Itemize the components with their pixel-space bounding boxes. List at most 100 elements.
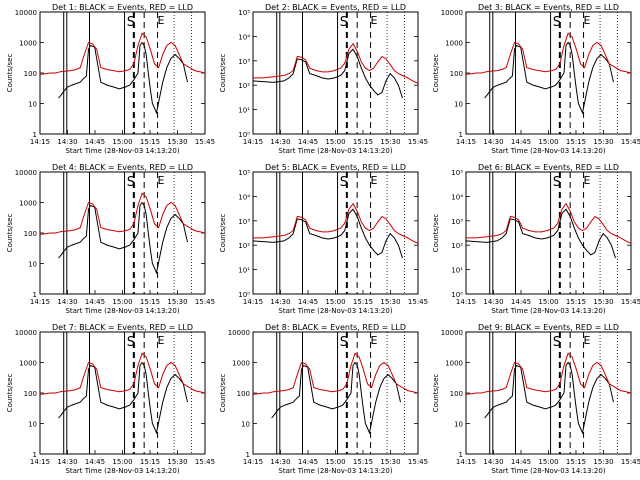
x-tick-label: 15:15 — [140, 298, 160, 306]
y-tick-label: 10⁰ — [451, 291, 463, 299]
y-tick-label: 10³ — [238, 58, 250, 66]
y-tick-label: 1000 — [445, 360, 463, 368]
x-tick-label: 14:45 — [511, 458, 531, 466]
x-tick-label: 14:15 — [30, 458, 50, 466]
panel-title: Det 3: BLACK = Events, RED = LLD — [478, 3, 619, 12]
x-tick-label: 14:15 — [243, 298, 263, 306]
x-tick-label: 14:30 — [483, 138, 503, 146]
y-tick-label: 10000 — [15, 329, 37, 337]
y-tick-label: 100 — [24, 230, 37, 238]
y-tick-label: 1 — [33, 291, 37, 299]
panel-det-7: Det 7: BLACK = Events, RED = LLD 1 10 100 10… — [6, 323, 215, 475]
events-series-line — [484, 41, 614, 115]
plot-frame — [39, 171, 206, 295]
x-tick-label: 15:15 — [566, 458, 586, 466]
panel-det-5: Det 5: BLACK = Events, RED = LLD 10⁰ 10¹ 10… — [219, 163, 428, 315]
marker-s: S — [553, 175, 561, 190]
x-tick-label: 15:45 — [195, 298, 215, 306]
marker-s: S — [553, 15, 561, 30]
x-tick-label: 14:15 — [30, 138, 50, 146]
y-axis-label: Counts/sec — [219, 374, 227, 413]
y-tick-label: 1000 — [232, 360, 250, 368]
y-tick-label: 100 — [450, 70, 463, 78]
x-tick-label: 15:45 — [408, 298, 428, 306]
y-tick-label: 10 — [28, 101, 37, 109]
x-tick-label: 14:15 — [243, 138, 263, 146]
marker-e: E — [158, 14, 165, 27]
x-tick-label: 15:15 — [140, 138, 160, 146]
x-tick-label: 14:45 — [298, 138, 318, 146]
panel-title: Det 9: BLACK = Events, RED = LLD — [478, 323, 619, 332]
y-tick-label: 100 — [24, 390, 37, 398]
marker-e: E — [371, 174, 378, 187]
y-tick-label: 1000 — [445, 40, 463, 48]
lld-series-line — [253, 202, 419, 244]
y-tick-label: 10² — [451, 242, 463, 250]
x-tick-label: 14:30 — [483, 458, 503, 466]
y-tick-label: 1 — [246, 451, 250, 459]
x-axis-label: Start Time (28-Nov-03 14:13:20) — [278, 467, 392, 475]
y-tick-label: 10⁵ — [238, 169, 250, 177]
x-tick-label: 14:45 — [85, 138, 105, 146]
x-tick-label: 15:30 — [593, 138, 613, 146]
panel-det-4: Det 4: BLACK = Events, RED = LLD 1 10 100 10… — [6, 163, 215, 315]
x-tick-label: 14:30 — [57, 298, 77, 306]
x-tick-label: 14:15 — [456, 458, 476, 466]
plot-frame — [465, 171, 632, 295]
x-tick-label: 15:30 — [593, 458, 613, 466]
y-tick-label: 100 — [24, 70, 37, 78]
x-tick-label: 15:00 — [112, 138, 132, 146]
panel-det-2: Det 2: BLACK = Events, RED = LLD 10⁰ 10¹ 10… — [219, 3, 428, 155]
y-axis-label: Counts/sec — [219, 54, 227, 93]
x-axis-label: Start Time (28-Nov-03 14:13:20) — [491, 147, 605, 155]
y-tick-label: 1 — [459, 451, 463, 459]
x-tick-label: 15:15 — [140, 458, 160, 466]
y-tick-label: 10¹ — [238, 107, 250, 115]
x-tick-label: 14:45 — [298, 298, 318, 306]
y-tick-label: 10¹ — [238, 267, 250, 275]
x-tick-label: 15:00 — [325, 298, 345, 306]
lld-series-line — [39, 192, 206, 235]
x-tick-label: 14:15 — [30, 298, 50, 306]
lld-series-line — [465, 32, 632, 75]
panel-det-6: Det 6: BLACK = Events, RED = LLD 10⁰ 10¹ 10… — [432, 163, 640, 315]
events-series-line — [58, 361, 188, 435]
y-tick-label: 10² — [238, 82, 250, 90]
lld-series-line — [465, 352, 632, 395]
plot-frame — [252, 11, 419, 135]
x-tick-label: 15:00 — [538, 458, 558, 466]
y-tick-label: 10000 — [228, 329, 250, 337]
x-tick-label: 14:30 — [270, 458, 290, 466]
y-tick-label: 1000 — [19, 40, 37, 48]
marker-e: E — [584, 14, 591, 27]
y-tick-label: 10 — [28, 261, 37, 269]
x-tick-label: 14:15 — [243, 458, 263, 466]
marker-e: E — [584, 334, 591, 347]
y-tick-label: 1000 — [19, 200, 37, 208]
panel-title: Det 7: BLACK = Events, RED = LLD — [52, 323, 193, 332]
plot-frame — [39, 11, 206, 135]
x-tick-label: 14:30 — [270, 138, 290, 146]
panel-det-9: Det 9: BLACK = Events, RED = LLD 1 10 100 10… — [432, 323, 640, 475]
lld-series-line — [39, 32, 206, 75]
marker-s: S — [127, 335, 135, 350]
x-tick-label: 15:15 — [353, 458, 373, 466]
plot-frame — [252, 331, 419, 455]
marker-e: E — [371, 14, 378, 27]
x-tick-label: 14:30 — [57, 138, 77, 146]
x-axis-label: Start Time (28-Nov-03 14:13:20) — [65, 467, 179, 475]
y-tick-label: 10000 — [441, 329, 463, 337]
panel-title: Det 5: BLACK = Events, RED = LLD — [265, 163, 406, 172]
y-tick-label: 10⁴ — [451, 193, 463, 201]
panel-det-3: Det 3: BLACK = Events, RED = LLD 1 10 100 10… — [432, 3, 640, 155]
y-tick-label: 100 — [450, 390, 463, 398]
y-tick-label: 10 — [454, 101, 463, 109]
y-axis-label: Counts/sec — [6, 214, 14, 253]
y-tick-label: 10⁵ — [238, 9, 250, 17]
x-tick-label: 15:30 — [380, 138, 400, 146]
x-tick-label: 15:00 — [538, 138, 558, 146]
plot-frame — [465, 11, 632, 135]
lld-series-line — [252, 352, 419, 395]
y-tick-label: 1 — [33, 131, 37, 139]
x-tick-label: 14:15 — [456, 138, 476, 146]
